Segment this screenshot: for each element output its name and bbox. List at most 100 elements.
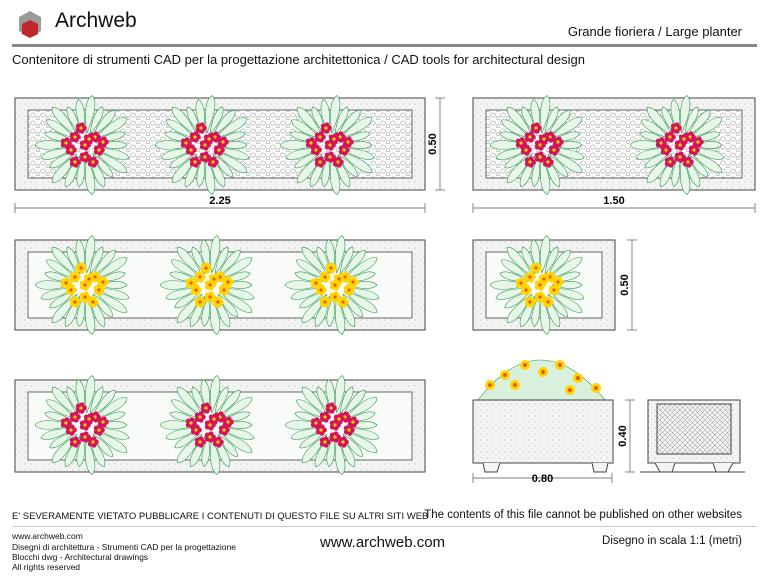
leaf-icon bbox=[549, 257, 583, 279]
leaf-icon bbox=[344, 431, 378, 453]
flower-icon bbox=[530, 262, 542, 274]
flower-cluster bbox=[154, 95, 250, 195]
petal bbox=[91, 156, 97, 162]
flower-icon bbox=[664, 156, 676, 168]
flower-center bbox=[323, 300, 327, 304]
leaf-icon bbox=[196, 156, 205, 187]
leaf-icon bbox=[335, 436, 346, 475]
foliage bbox=[477, 359, 606, 401]
leaf-icon bbox=[201, 296, 210, 327]
petal bbox=[548, 131, 554, 137]
flower-icon bbox=[194, 296, 206, 308]
planter-body bbox=[472, 399, 614, 464]
leaf-icon bbox=[540, 235, 551, 274]
flower-icon bbox=[548, 144, 560, 156]
leaf-icon bbox=[92, 249, 116, 277]
petal bbox=[333, 431, 339, 437]
leaf-icon bbox=[335, 235, 346, 274]
flower-center bbox=[528, 300, 532, 304]
flower-icon bbox=[534, 279, 546, 291]
flower-icon bbox=[185, 277, 197, 289]
leaf-icon bbox=[165, 428, 199, 440]
leaf-icon bbox=[504, 291, 531, 309]
flower-center bbox=[664, 148, 668, 152]
leaf-icon bbox=[49, 431, 76, 449]
petal bbox=[218, 271, 224, 277]
petal bbox=[189, 144, 195, 150]
flower-center bbox=[64, 281, 68, 285]
flower-center bbox=[328, 143, 332, 147]
leaf-icon bbox=[326, 436, 335, 467]
flower-icon bbox=[195, 122, 207, 134]
flower-center bbox=[73, 275, 77, 279]
section-feet bbox=[654, 462, 734, 473]
leaf-icon bbox=[89, 106, 104, 135]
flower-icon bbox=[688, 144, 700, 156]
flower-center bbox=[333, 423, 337, 427]
petal bbox=[204, 402, 210, 408]
flower-center bbox=[534, 126, 538, 130]
flower-center bbox=[189, 281, 193, 285]
flower-icon bbox=[324, 151, 336, 163]
flower-center bbox=[341, 300, 345, 304]
leaf-icon bbox=[301, 246, 328, 277]
leaf-icon bbox=[217, 433, 238, 458]
flower-icon bbox=[75, 262, 87, 274]
leaf-icon bbox=[217, 293, 238, 318]
petal bbox=[534, 262, 540, 268]
flower-center bbox=[319, 428, 323, 432]
petal bbox=[524, 284, 530, 290]
petal bbox=[542, 133, 548, 139]
dimension-label-elev-height: 0.40 bbox=[617, 425, 629, 446]
petal bbox=[324, 122, 330, 128]
petal bbox=[323, 296, 329, 302]
scale-note: Disegno in scala 1:1 (metri) bbox=[602, 535, 742, 547]
flower-cluster bbox=[159, 375, 255, 475]
flower-icon bbox=[65, 284, 77, 296]
flower-center bbox=[552, 288, 556, 292]
flower-center bbox=[668, 160, 672, 164]
petal bbox=[83, 151, 89, 157]
leaf-icon bbox=[96, 288, 130, 300]
flower-icon bbox=[538, 133, 550, 145]
petal bbox=[336, 156, 342, 162]
flower-icon bbox=[552, 276, 564, 288]
petal bbox=[194, 284, 200, 290]
flower-center bbox=[513, 383, 517, 387]
leaf-icon bbox=[549, 117, 583, 139]
flower-center bbox=[194, 288, 198, 292]
leaf-icon bbox=[174, 291, 201, 309]
footer-line[interactable]: www.archweb.com bbox=[12, 531, 83, 541]
petal bbox=[93, 411, 99, 417]
leaf-icon bbox=[344, 257, 378, 279]
flower-icon bbox=[204, 291, 216, 303]
flower-icon bbox=[212, 436, 224, 448]
flower-center bbox=[83, 283, 87, 287]
flower-icon bbox=[343, 424, 355, 436]
leaf-icon bbox=[214, 386, 229, 415]
leaf-icon bbox=[219, 397, 253, 419]
flower-center bbox=[542, 137, 546, 141]
site-link[interactable]: www.archweb.com bbox=[320, 534, 446, 551]
petal bbox=[319, 424, 325, 430]
flower-center bbox=[101, 280, 105, 284]
flower-center bbox=[347, 428, 351, 432]
leaf-icon bbox=[217, 389, 241, 417]
flower-icon bbox=[69, 156, 81, 168]
leaf-icon bbox=[209, 106, 224, 135]
leaf-icon bbox=[45, 119, 76, 139]
leaf-icon bbox=[547, 293, 568, 318]
flower-icon bbox=[60, 417, 72, 429]
leaf-icon bbox=[344, 397, 378, 419]
leaf-icon bbox=[94, 291, 128, 313]
leaf-icon bbox=[635, 148, 669, 160]
leaf-icon bbox=[160, 148, 194, 160]
flower-icon bbox=[87, 156, 99, 168]
petal bbox=[519, 137, 525, 143]
logo-text[interactable]: Archweb bbox=[55, 9, 137, 32]
flower-center bbox=[314, 148, 318, 152]
petal bbox=[528, 131, 534, 137]
petal bbox=[73, 296, 79, 302]
leaf-icon bbox=[96, 148, 130, 160]
flower-icon bbox=[515, 137, 527, 149]
